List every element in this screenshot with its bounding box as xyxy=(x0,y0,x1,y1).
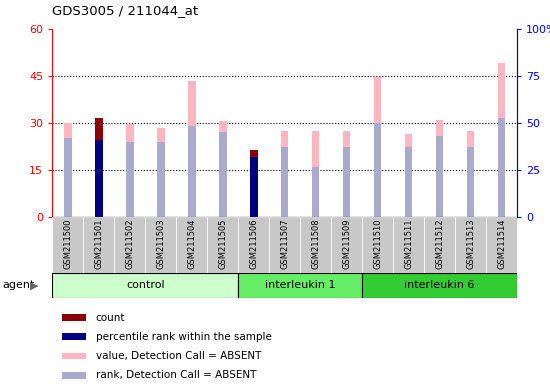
Bar xyxy=(62,353,86,359)
Bar xyxy=(498,63,505,217)
Bar xyxy=(126,124,134,217)
Bar xyxy=(269,217,300,273)
Bar xyxy=(280,131,289,217)
Bar xyxy=(52,273,238,298)
Bar xyxy=(126,142,134,217)
Bar xyxy=(300,217,331,273)
Bar xyxy=(219,132,227,217)
Text: GSM211508: GSM211508 xyxy=(311,218,320,269)
Bar xyxy=(436,136,443,217)
Bar xyxy=(52,217,83,273)
Bar xyxy=(498,118,505,217)
Bar xyxy=(250,155,257,217)
Bar xyxy=(95,140,103,217)
Bar xyxy=(250,149,257,217)
Text: value, Detection Call = ABSENT: value, Detection Call = ABSENT xyxy=(96,351,261,361)
Bar xyxy=(250,157,257,217)
Bar xyxy=(405,134,412,217)
Bar xyxy=(95,118,103,217)
Bar xyxy=(95,118,103,217)
Text: GDS3005 / 211044_at: GDS3005 / 211044_at xyxy=(52,4,199,17)
Bar xyxy=(157,142,164,217)
Bar xyxy=(64,123,72,217)
Text: GSM211500: GSM211500 xyxy=(63,218,72,269)
Bar xyxy=(238,273,362,298)
Bar xyxy=(95,136,103,217)
Bar xyxy=(393,217,424,273)
Text: rank, Detection Call = ABSENT: rank, Detection Call = ABSENT xyxy=(96,370,256,380)
Text: GSM211501: GSM211501 xyxy=(94,218,103,269)
Text: interleukin 6: interleukin 6 xyxy=(404,280,475,290)
Bar xyxy=(62,314,86,321)
Bar xyxy=(250,149,257,217)
Bar xyxy=(486,217,517,273)
Text: GSM211506: GSM211506 xyxy=(249,218,258,269)
Text: GSM211504: GSM211504 xyxy=(187,218,196,269)
Bar xyxy=(62,372,86,379)
Text: GSM211512: GSM211512 xyxy=(435,218,444,269)
Text: GSM211510: GSM211510 xyxy=(373,218,382,269)
Text: percentile rank within the sample: percentile rank within the sample xyxy=(96,332,272,342)
Text: interleukin 1: interleukin 1 xyxy=(265,280,336,290)
Bar xyxy=(238,217,269,273)
Bar xyxy=(455,217,486,273)
Bar xyxy=(312,131,320,217)
Bar xyxy=(362,273,517,298)
Text: GSM211509: GSM211509 xyxy=(342,218,351,269)
Bar xyxy=(424,217,455,273)
Text: GSM211511: GSM211511 xyxy=(404,218,413,269)
Bar xyxy=(373,78,382,217)
Text: GSM211514: GSM211514 xyxy=(497,218,506,269)
Bar xyxy=(362,217,393,273)
Bar xyxy=(219,121,227,217)
Text: GSM211505: GSM211505 xyxy=(218,218,227,269)
Text: GSM211503: GSM211503 xyxy=(156,218,165,269)
Text: GSM211513: GSM211513 xyxy=(466,218,475,269)
Bar xyxy=(343,131,350,217)
Bar xyxy=(188,81,196,217)
Text: ▶: ▶ xyxy=(30,280,38,290)
Text: agent: agent xyxy=(3,280,35,290)
Bar xyxy=(312,167,320,217)
Bar xyxy=(188,126,196,217)
Text: GSM211502: GSM211502 xyxy=(125,218,134,269)
Bar xyxy=(466,147,475,217)
Bar xyxy=(62,333,86,340)
Bar xyxy=(466,131,475,217)
Bar xyxy=(64,138,72,217)
Text: GSM211507: GSM211507 xyxy=(280,218,289,269)
Text: count: count xyxy=(96,313,125,323)
Bar xyxy=(145,217,176,273)
Bar xyxy=(373,123,382,217)
Bar xyxy=(405,147,412,217)
Bar xyxy=(343,147,350,217)
Bar xyxy=(114,217,145,273)
Bar xyxy=(157,127,164,217)
Text: control: control xyxy=(126,280,164,290)
Bar xyxy=(331,217,362,273)
Bar xyxy=(83,217,114,273)
Bar xyxy=(280,147,289,217)
Bar xyxy=(436,120,443,217)
Bar xyxy=(176,217,207,273)
Bar xyxy=(207,217,238,273)
